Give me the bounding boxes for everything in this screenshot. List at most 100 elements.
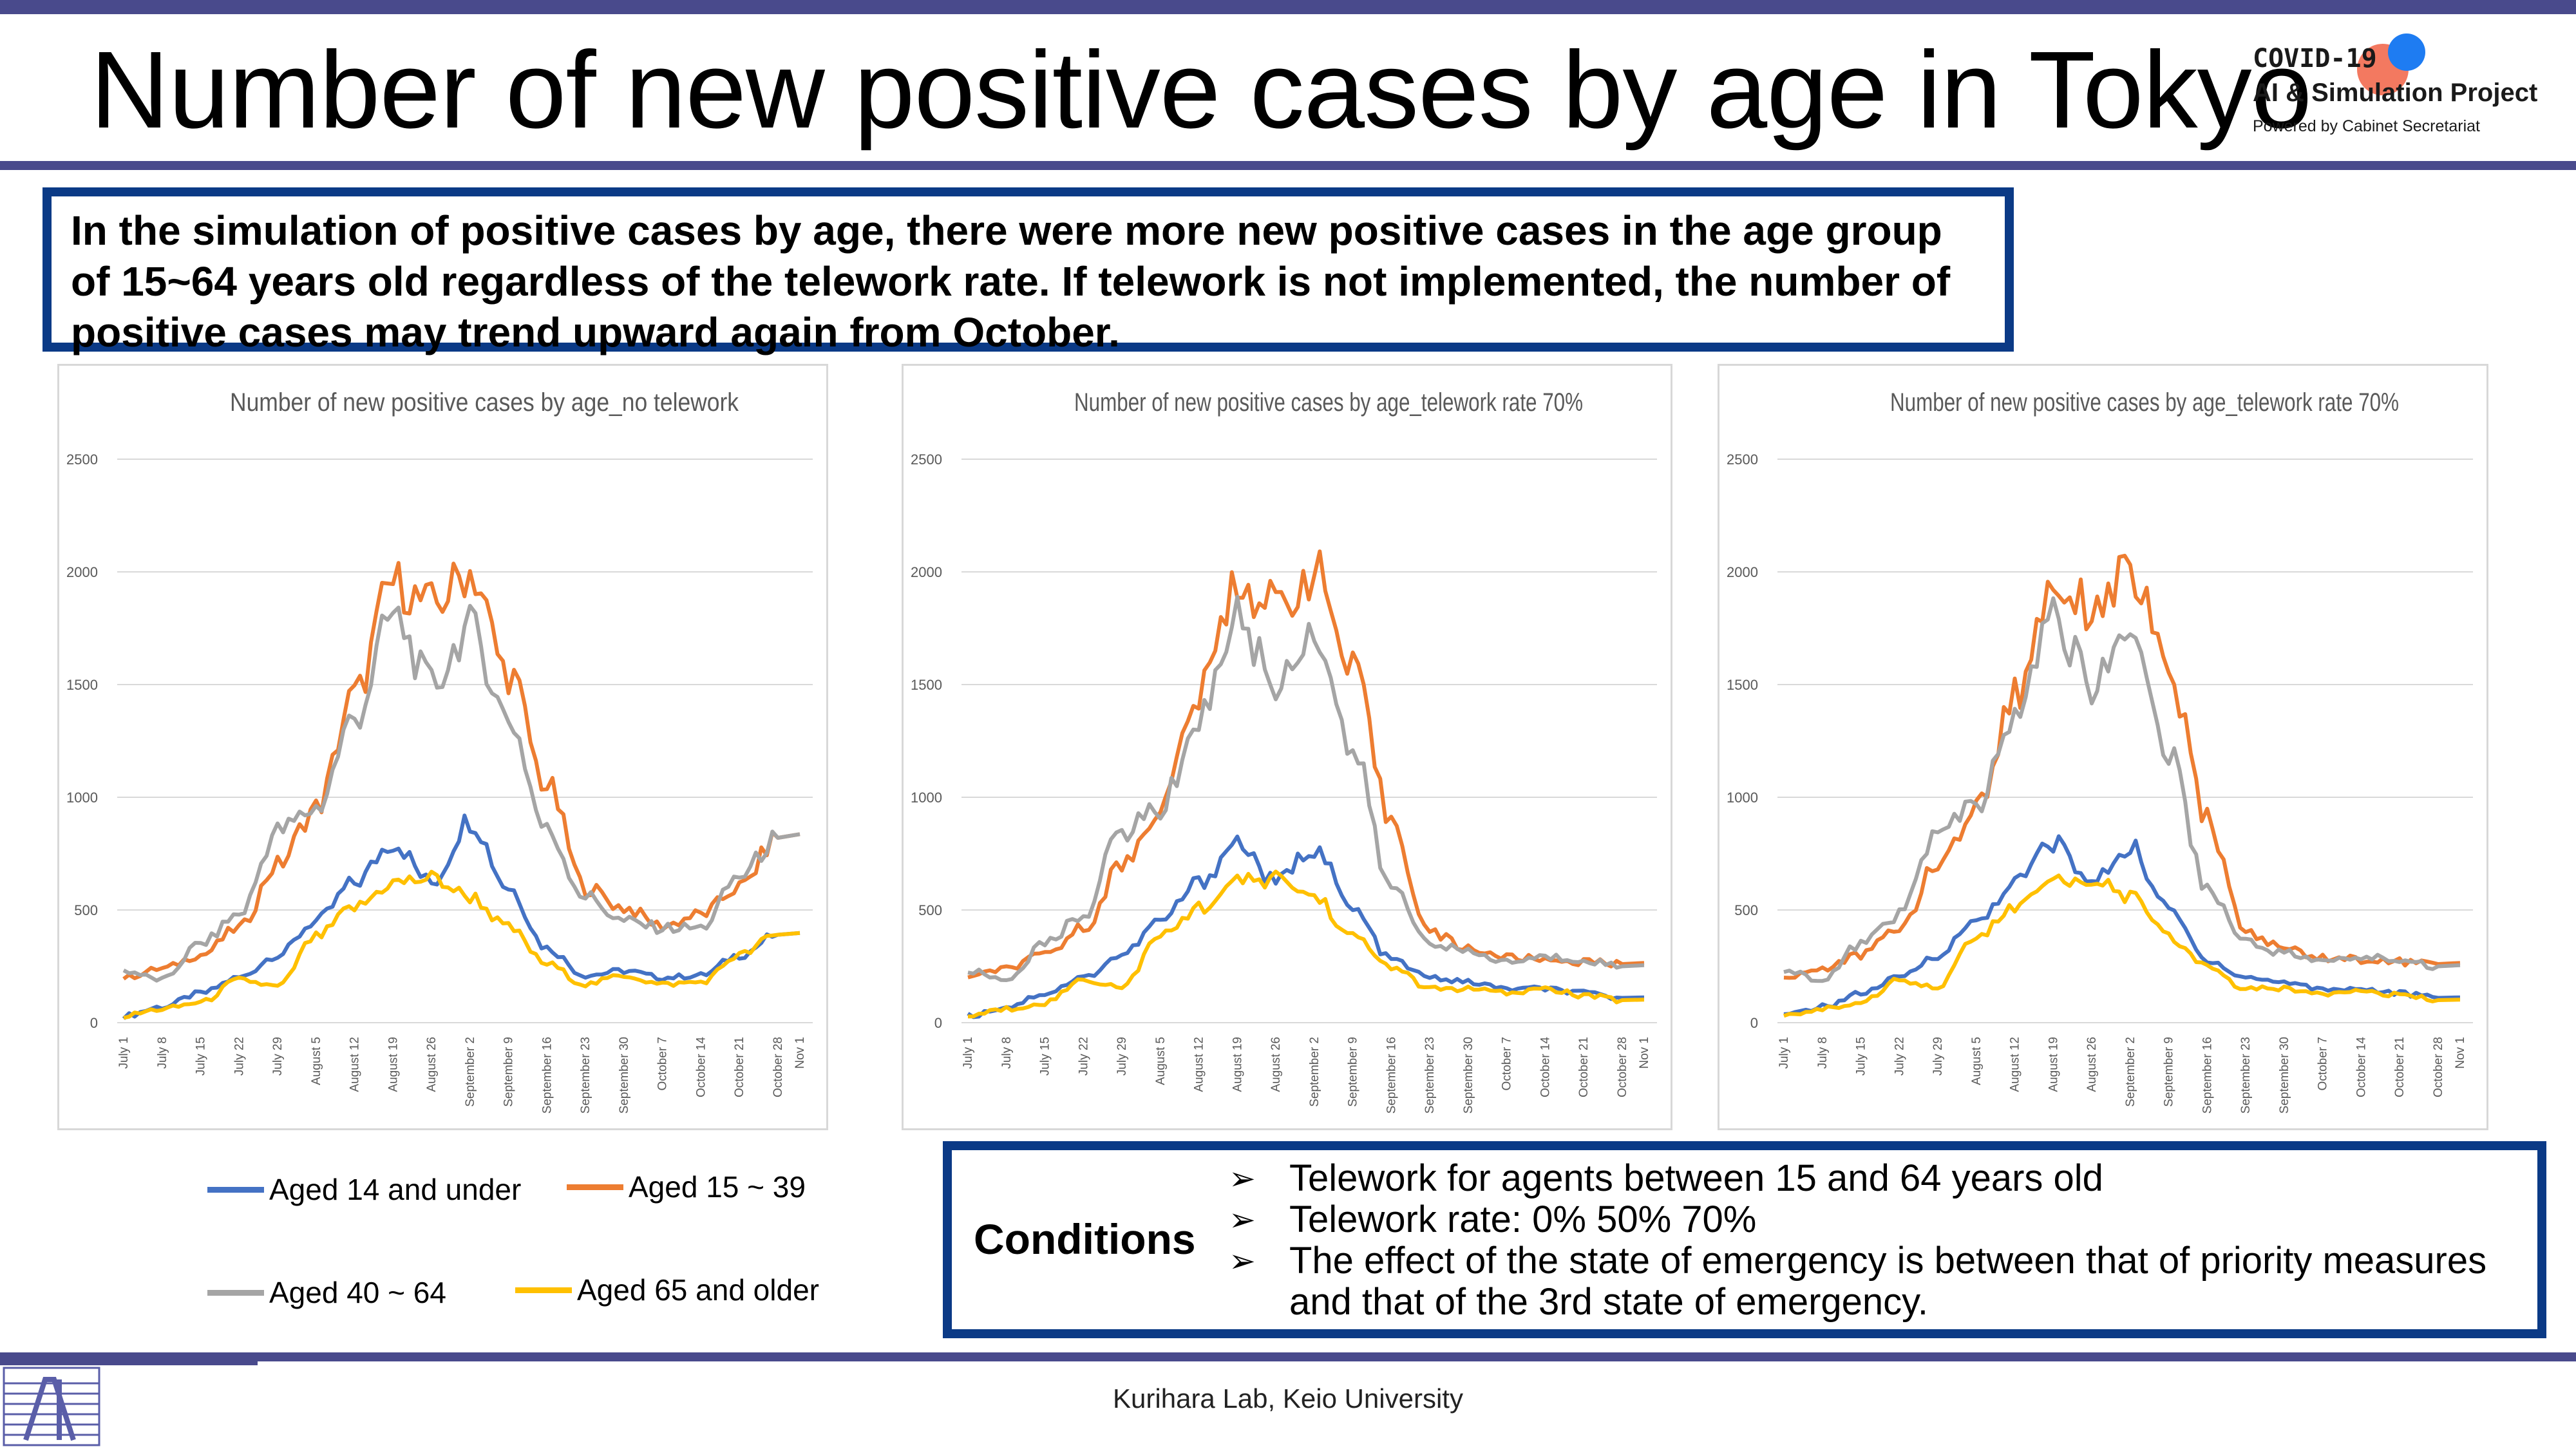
y-tick-label: 2000: [66, 564, 98, 580]
series-line: [1783, 834, 2461, 1016]
x-tick-label: July 15: [194, 1037, 208, 1075]
chart-panel-telework-70-a: Number of new positive cases by age_tele…: [902, 364, 1672, 1130]
x-tick-label: July 1: [117, 1037, 131, 1069]
x-tick-label: July 29: [1115, 1037, 1129, 1075]
x-tick-label: July 22: [232, 1037, 246, 1075]
legend-swatch: [207, 1289, 264, 1296]
y-tick-label: 0: [1750, 1015, 1758, 1031]
legend-item-aged-15-39: Aged 15 ~ 39: [567, 1170, 806, 1204]
x-tick-label: August 5: [1970, 1037, 1984, 1085]
series-line: [1783, 873, 2461, 1018]
legend-label: Aged 40 ~ 64: [269, 1276, 446, 1309]
y-tick-label: 2000: [911, 564, 942, 580]
x-tick-label: July 15: [1039, 1037, 1052, 1075]
x-tick-label: August 12: [2009, 1037, 2022, 1092]
x-tick-label: July 8: [1000, 1037, 1014, 1069]
series-line: [967, 594, 1645, 982]
x-tick-label: July 8: [1816, 1037, 1830, 1069]
x-tick-label: October 21: [1577, 1037, 1591, 1097]
project-logo: COVID-19 AI & Simulation Project Powered…: [2248, 26, 2570, 155]
x-tick-label: October 28: [772, 1037, 785, 1097]
x-tick-label: August 19: [2047, 1037, 2060, 1092]
series-line: [122, 603, 800, 983]
x-tick-label: Nov 1: [1638, 1037, 1651, 1069]
y-tick-label: 500: [1734, 902, 1758, 918]
y-tick-label: 1500: [1727, 677, 1758, 693]
x-tick-label: September 2: [1308, 1037, 1321, 1107]
logo-line-2: AI & Simulation Project: [2253, 79, 2538, 107]
y-tick-label: 2500: [911, 451, 942, 468]
chart-legend: Aged 14 and under Aged 15 ~ 39 Aged 40 ~…: [193, 1153, 902, 1320]
arrow-bullet-icon: ➢: [1229, 1160, 1256, 1197]
x-tick-label: August 26: [1269, 1037, 1283, 1092]
series-line: [123, 869, 800, 1020]
x-tick-label: July 29: [1931, 1037, 1945, 1075]
bottom-border: [0, 1352, 2576, 1361]
condition-item: ➢ Telework rate: 0% 50% 70%: [1229, 1199, 2530, 1240]
x-tick-label: July 15: [1855, 1037, 1868, 1075]
legend-label: Aged 14 and under: [269, 1173, 522, 1206]
x-tick-label: August 5: [1154, 1037, 1168, 1085]
chart-telework-70-b: Number of new positive cases by age_tele…: [1727, 388, 2473, 1113]
legend-item-aged-14-under: Aged 14 and under: [207, 1172, 521, 1207]
x-tick-label: September 16: [1385, 1037, 1398, 1113]
y-tick-label: 2500: [66, 451, 98, 468]
y-tick-label: 2000: [1727, 564, 1758, 580]
legend-item-aged-65-older: Aged 65 and older: [515, 1273, 819, 1307]
x-tick-label: August 26: [425, 1037, 439, 1092]
conditions-box: Conditions ➢ Telework for agents between …: [943, 1141, 2546, 1338]
condition-item: ➢ The effect of the state of emergency is…: [1229, 1240, 2530, 1323]
series-line: [967, 834, 1645, 1019]
legend-label: Aged 15 ~ 39: [629, 1170, 806, 1204]
x-tick-label: August 26: [2085, 1037, 2099, 1092]
condition-text: Telework rate: 0% 50% 70%: [1289, 1198, 1757, 1240]
x-tick-label: Nov 1: [2454, 1037, 2467, 1069]
condition-text: Telework for agents between 15 and 64 ye…: [1289, 1157, 2103, 1199]
x-tick-label: October 28: [2432, 1037, 2445, 1097]
x-tick-label: October 7: [2316, 1037, 2330, 1090]
top-border: [0, 0, 2576, 14]
logo-blue-circle-icon: [2388, 33, 2425, 71]
logo-line-1: COVID-19: [2253, 44, 2377, 73]
x-tick-label: September 30: [1462, 1037, 1475, 1113]
x-tick-label: October 7: [656, 1037, 670, 1090]
logo-line-3: Powered by Cabinet Secretariat: [2253, 117, 2480, 135]
x-tick-label: September 30: [2278, 1037, 2291, 1113]
x-tick-label: July 22: [1077, 1037, 1090, 1075]
legend-swatch: [567, 1184, 623, 1190]
legend-swatch: [515, 1287, 572, 1293]
chart-no-telework: Number of new positive cases by age_no t…: [66, 388, 813, 1113]
x-tick-label: Nov 1: [793, 1037, 807, 1069]
footer-credit: Kurihara Lab, Keio University: [1113, 1383, 1463, 1414]
x-tick-label: July 8: [156, 1037, 169, 1069]
y-tick-label: 1000: [66, 790, 98, 806]
x-tick-label: September 2: [2124, 1037, 2137, 1107]
x-tick-label: July 1: [961, 1037, 975, 1069]
page-title: Number of new positive cases by age in T…: [90, 29, 2312, 151]
legend-label: Aged 65 and older: [577, 1273, 819, 1307]
x-tick-label: September 30: [618, 1037, 631, 1113]
x-tick-label: September 16: [540, 1037, 554, 1113]
y-tick-label: 1500: [911, 677, 942, 693]
arrow-bullet-icon: ➢: [1229, 1243, 1256, 1279]
x-tick-label: August 19: [386, 1037, 400, 1092]
bottom-thin-line: [0, 1361, 258, 1365]
condition-text: The effect of the state of emergency is …: [1289, 1240, 2487, 1323]
series-line: [122, 561, 800, 981]
x-tick-label: September 9: [1347, 1037, 1360, 1107]
y-tick-label: 0: [90, 1015, 98, 1031]
y-tick-label: 1500: [66, 677, 98, 693]
chart-panel-telework-70-b: Number of new positive cases by age_tele…: [1718, 364, 2488, 1130]
conditions-label: Conditions: [974, 1215, 1196, 1263]
series-line: [1783, 553, 2461, 980]
x-tick-label: August 19: [1231, 1037, 1244, 1092]
chart-title: Number of new positive cases by age_tele…: [1074, 388, 1583, 417]
x-tick-label: September 9: [502, 1037, 516, 1107]
legend-swatch: [207, 1186, 264, 1193]
y-tick-label: 2500: [1727, 451, 1758, 468]
chart-title: Number of new positive cases by age_tele…: [1890, 388, 2399, 417]
y-tick-label: 1000: [911, 790, 942, 806]
conditions-list: ➢ Telework for agents between 15 and 64 y…: [1229, 1158, 2530, 1323]
x-tick-label: August 5: [310, 1037, 323, 1085]
x-tick-label: October 14: [1539, 1037, 1552, 1097]
